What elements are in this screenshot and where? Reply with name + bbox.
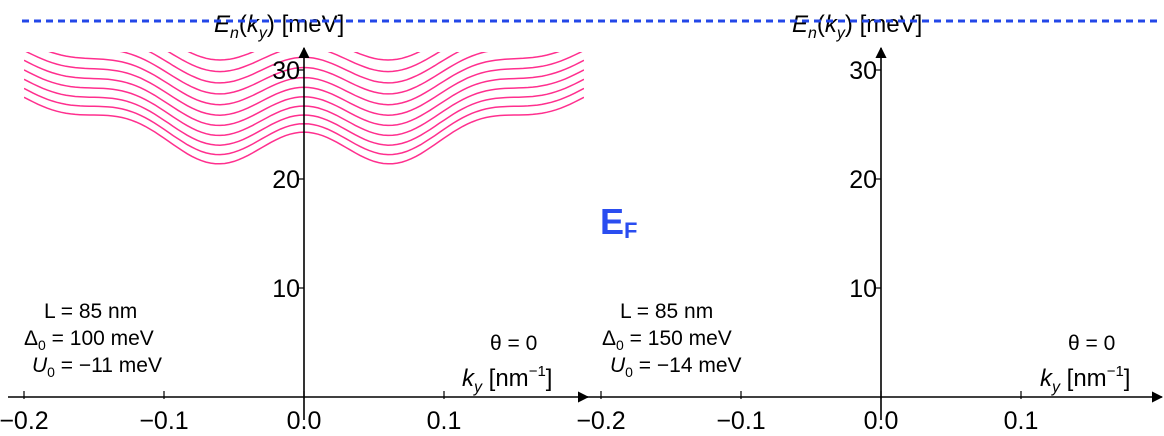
- right-panel: −0.2−0.10.00.11020304050 En(ky) [meV] ky…: [576, 0, 1164, 435]
- right-param-L: L = 85 nm: [620, 300, 713, 323]
- right-param-U0: U0 = −14 meV: [610, 354, 742, 380]
- right-x-tick-label: 0.0: [864, 407, 899, 435]
- left-x-tick-label: −0.1: [139, 407, 188, 435]
- left-param-delta0: Δ0 = 100 meV: [24, 327, 154, 353]
- left-y-axis-label: En(ky) [meV]: [214, 11, 344, 42]
- left-y-tick-label: 10: [272, 275, 300, 303]
- right-y-tick-label: 10: [849, 275, 877, 303]
- left-x-tick-label: −0.2: [0, 407, 49, 435]
- right-y-axis-label: En(ky) [meV]: [792, 11, 922, 42]
- left-param-theta: θ = 0: [490, 332, 537, 355]
- right-y-tick-label: 30: [849, 57, 877, 85]
- right-x-axis-label: ky [nm−1]: [1040, 363, 1130, 396]
- right-x-tick-label: −0.1: [716, 407, 765, 435]
- left-param-L: L = 85 nm: [44, 300, 137, 323]
- right-y-tick-label: 20: [849, 166, 877, 194]
- fermi-level-label: EF: [600, 201, 637, 243]
- right-x-tick-label: 0.1: [1004, 407, 1039, 435]
- left-x-axis-label: ky [nm−1]: [462, 363, 552, 396]
- left-y-tick-label: 30: [272, 57, 300, 85]
- left-x-tick-label: 0.1: [427, 407, 462, 435]
- left-x-tick-label: 0.0: [287, 407, 322, 435]
- right-band-curve: [601, 0, 1161, 5]
- right-ticks: −0.2−0.10.00.11020304050: [576, 57, 1039, 435]
- right-param-theta: θ = 0: [1068, 332, 1115, 355]
- left-ticks: −0.2−0.10.00.11020304050: [0, 57, 462, 435]
- left-band-curve: [24, 0, 584, 11]
- left-param-U0: U0 = −11 meV: [32, 354, 162, 380]
- left-panel: −0.2−0.10.00.11020304050 En(ky) [meV] ky…: [0, 0, 590, 435]
- right-param-delta0: Δ0 = 150 meV: [602, 327, 732, 353]
- right-x-tick-label: −0.2: [576, 407, 625, 435]
- left-y-tick-label: 20: [272, 166, 300, 194]
